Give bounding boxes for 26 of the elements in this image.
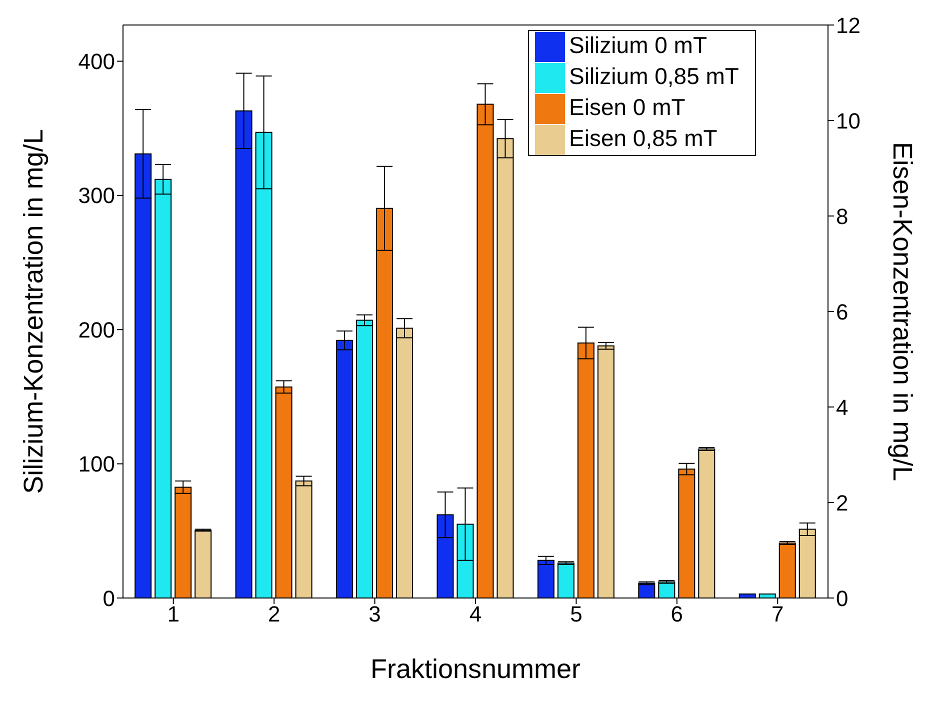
y-axis-title: Silizium-Konzentration in mg/L bbox=[18, 129, 49, 494]
y2-tick-label: 6 bbox=[836, 299, 848, 324]
legend-label: Silizium 0 mT bbox=[569, 32, 708, 58]
y-tick-label: 0 bbox=[102, 586, 115, 611]
y2-tick-label: 8 bbox=[836, 204, 848, 229]
x-tick-label: 5 bbox=[570, 602, 582, 627]
legend-label: Eisen 0,85 mT bbox=[569, 124, 718, 151]
x-tick-label: 1 bbox=[167, 602, 180, 627]
y2-tick-label: 2 bbox=[836, 490, 848, 516]
x-tick-label: 6 bbox=[670, 602, 684, 627]
x-tick-label: 7 bbox=[772, 602, 784, 627]
y-tick-label: 400 bbox=[78, 49, 115, 74]
y2-tick-label: 12 bbox=[836, 12, 860, 38]
x-tick-label: 4 bbox=[469, 602, 482, 627]
legend-label: Eisen 0 mT bbox=[569, 94, 686, 120]
y-tick-label: 200 bbox=[78, 317, 115, 342]
x-tick-label: 3 bbox=[368, 602, 381, 627]
x-tick-label: 2 bbox=[268, 602, 280, 627]
y2-tick-label: 0 bbox=[836, 586, 848, 611]
y2-axis-title: Eisen-Konzentration in mg/L bbox=[887, 142, 918, 482]
x-axis-title: Fraktionsnummer bbox=[370, 654, 581, 684]
y-tick-label: 300 bbox=[78, 183, 115, 208]
y2-tick-label: 4 bbox=[836, 394, 848, 420]
y2-tick-label: 10 bbox=[836, 108, 860, 134]
y-tick-label: 100 bbox=[78, 452, 115, 477]
legend-label: Silizium 0,85 mT bbox=[569, 62, 739, 89]
